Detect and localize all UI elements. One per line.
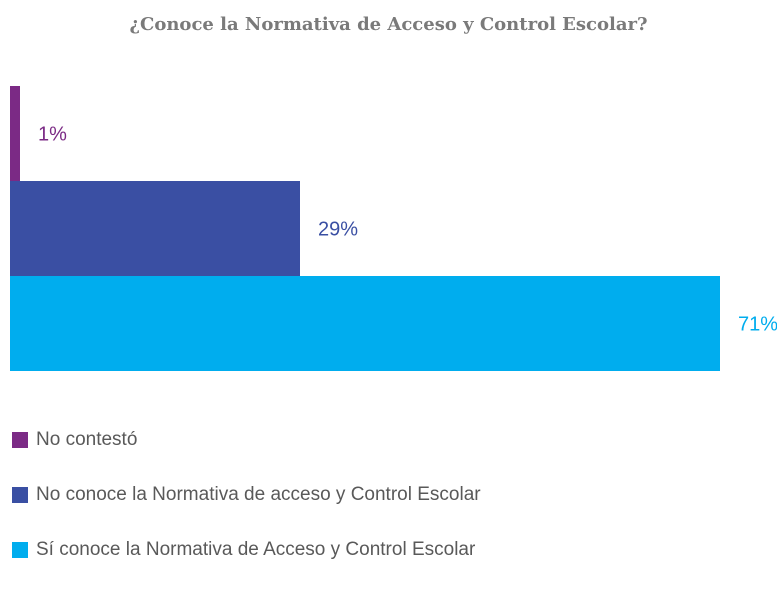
data-label-knows: 71% [738,314,777,336]
legend-item-knows: Sí conoce la Normativa de Acceso y Contr… [12,536,772,564]
legend-swatch [12,432,28,448]
bar-chart: 1% 29% 71% [10,86,777,371]
chart-legend: No contestó No conoce la Normativa de ac… [12,426,772,591]
legend-item-does-not-know: No conoce la Normativa de acceso y Contr… [12,481,772,509]
legend-label: No conoce la Normativa de acceso y Contr… [36,484,481,505]
legend-label: No contestó [36,429,138,450]
bar-knows [10,276,720,371]
legend-item-no-answer: No contestó [12,426,772,454]
bar-does-not-know [10,181,300,276]
bar-no-answer [10,86,20,181]
data-label-does-not-know: 29% [318,219,358,241]
legend-swatch [12,487,28,503]
legend-label: Sí conoce la Normativa de Acceso y Contr… [36,539,476,560]
legend-swatch [12,542,28,558]
data-label-no-answer: 1% [38,124,67,146]
chart-title: ¿Conoce la Normativa de Acceso y Control… [129,14,648,35]
